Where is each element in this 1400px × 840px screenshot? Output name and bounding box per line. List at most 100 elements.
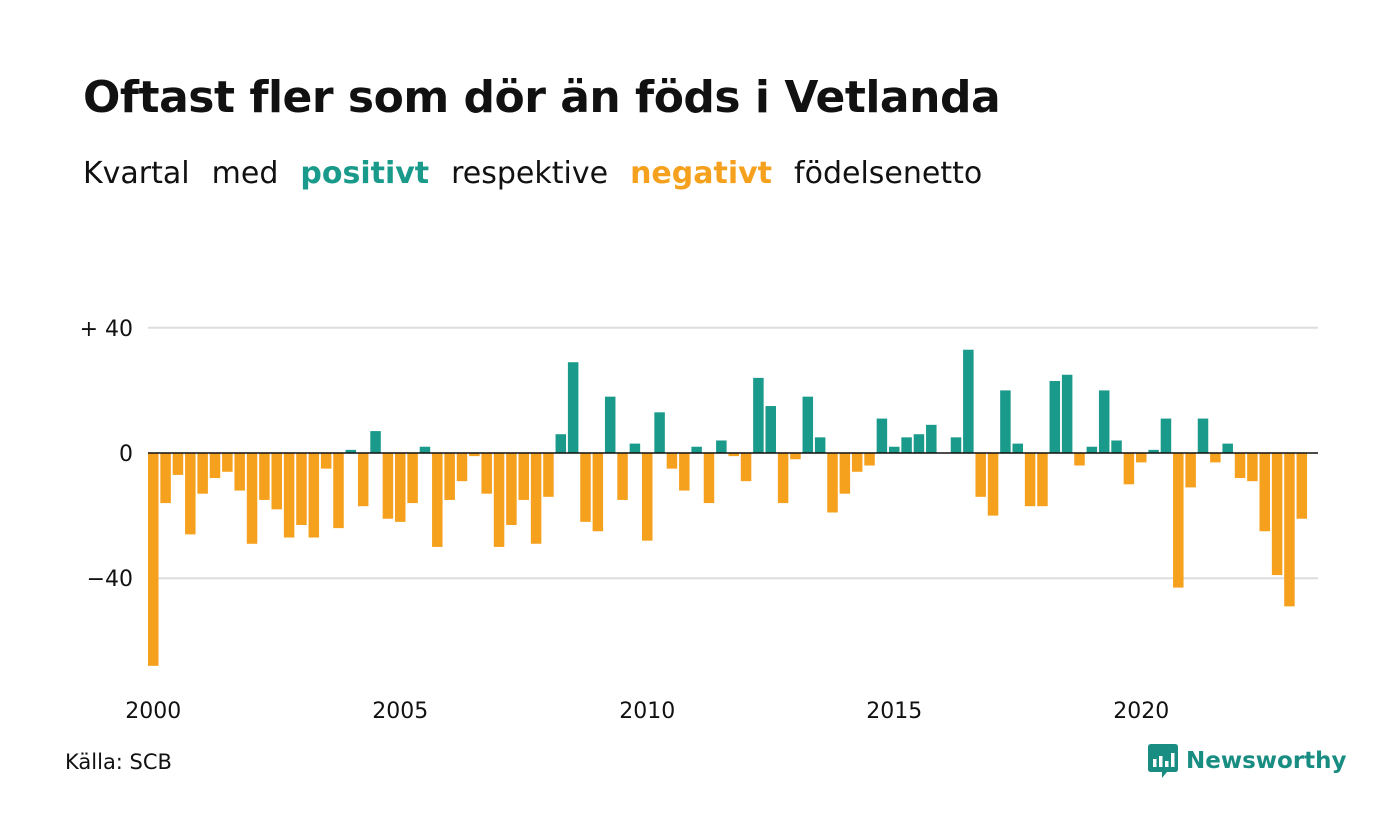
subtitle-positive-label: positivt [300, 156, 430, 191]
bar [1296, 453, 1308, 519]
bar [1049, 381, 1061, 453]
source-note: Källa: SCB [65, 750, 172, 774]
bar [1136, 453, 1147, 463]
bar [1111, 440, 1122, 453]
bar [716, 440, 727, 453]
bar [950, 437, 962, 453]
subtitle-word: födelsenetto [794, 156, 983, 191]
bar [543, 453, 554, 497]
bar [1185, 453, 1196, 488]
subtitle-word: Kvartal [83, 156, 190, 191]
subtitle-word: respektive [451, 156, 609, 191]
chart-subtitle: Kvartal med positivt respektive negativt föde… [83, 156, 1004, 191]
bar [1037, 453, 1048, 507]
bar [963, 349, 974, 453]
bar [827, 453, 838, 513]
bar [1271, 453, 1283, 576]
bar [691, 446, 702, 453]
y-tick-label: + 40 [80, 317, 133, 342]
y-tick-label: 0 [119, 442, 133, 467]
bar [1074, 453, 1085, 466]
bar [518, 453, 529, 500]
bar [1160, 418, 1172, 453]
bar [555, 434, 567, 453]
bar [642, 453, 653, 541]
bar [345, 449, 357, 453]
bar [1247, 453, 1258, 482]
x-tick-label: 2005 [372, 699, 428, 724]
bar [209, 453, 221, 479]
chart-title: Oftast fler som dör än föds i Vetlanda [83, 72, 1001, 123]
newsworthy-icon [1148, 744, 1178, 778]
bar [1259, 453, 1270, 532]
bar [370, 431, 381, 453]
bar [148, 453, 159, 666]
bar [1210, 453, 1221, 463]
bar [283, 453, 295, 538]
bar [740, 453, 752, 482]
bar [481, 453, 492, 494]
bar [802, 396, 814, 453]
bar [975, 453, 986, 497]
bar [432, 453, 443, 547]
bar [580, 453, 591, 522]
bar [790, 453, 801, 460]
bar [753, 377, 764, 453]
brand-logo: Newsworthy [1148, 744, 1347, 778]
bar [222, 453, 233, 472]
bar [617, 453, 628, 500]
y-tick-label: −40 [87, 567, 133, 592]
bar [703, 453, 715, 504]
bar [765, 406, 776, 453]
bar [987, 453, 999, 516]
bar [1024, 453, 1036, 507]
subtitle-negative-label: negativt [630, 156, 773, 191]
bar [1012, 443, 1023, 453]
subtitle-word: med [211, 156, 279, 191]
bar [320, 453, 332, 469]
bar [777, 453, 789, 504]
bar [876, 418, 888, 453]
bar [246, 453, 258, 544]
brand-name: Newsworthy [1186, 748, 1347, 774]
x-tick-label: 2015 [866, 699, 922, 724]
bar [444, 453, 455, 500]
bar [1197, 418, 1209, 453]
bar [1148, 449, 1159, 453]
bar [185, 453, 196, 535]
bar [1123, 453, 1135, 485]
bar [1222, 443, 1233, 453]
bar [889, 446, 900, 453]
bar [604, 396, 616, 453]
bar [1098, 390, 1110, 453]
bar [160, 453, 171, 504]
bar [1061, 374, 1073, 453]
x-tick-label: 2000 [125, 699, 181, 724]
bar [419, 446, 431, 453]
bar [913, 434, 925, 453]
bar [839, 453, 851, 494]
bar [592, 453, 604, 532]
bar [296, 453, 307, 525]
bar [1284, 453, 1295, 607]
bar [382, 453, 394, 519]
bar [1173, 453, 1184, 588]
bar [493, 453, 505, 547]
bar [308, 453, 320, 538]
bar [234, 453, 245, 491]
bar [666, 453, 678, 469]
bar [259, 453, 270, 500]
bar [901, 437, 912, 453]
bar [395, 453, 406, 522]
bar [407, 453, 418, 504]
x-tick-label: 2020 [1113, 699, 1169, 724]
bar [172, 453, 184, 475]
bar [357, 453, 369, 507]
bar [679, 453, 690, 491]
bar [1086, 446, 1098, 453]
bar [1000, 390, 1011, 453]
bar [530, 453, 542, 544]
bar [851, 453, 863, 472]
bar [728, 453, 739, 457]
